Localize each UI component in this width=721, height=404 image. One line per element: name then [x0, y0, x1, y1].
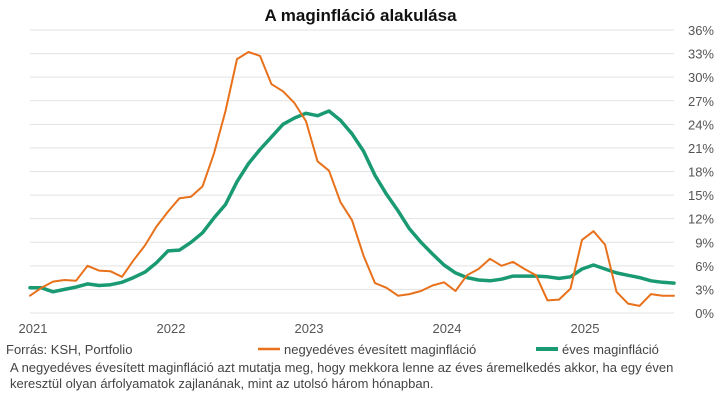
y-tick-label: 27% — [688, 94, 714, 109]
y-tick-label: 33% — [688, 47, 714, 62]
y-tick-label: 3% — [695, 282, 714, 297]
x-tick-label: 2023 — [295, 321, 324, 336]
series-line-eves — [28, 109, 676, 294]
x-axis-ticks: 2021 2022 2023 2024 2025 — [19, 321, 600, 336]
series-lines — [28, 51, 676, 307]
legend-label: negyedéves évesített maginfláció — [284, 342, 476, 357]
y-tick-label: 0% — [695, 306, 714, 321]
chart-title: A maginfláció alakulása — [264, 6, 457, 25]
y-tick-label: 24% — [688, 117, 714, 132]
y-tick-label: 21% — [688, 141, 714, 156]
x-tick-label: 2024 — [433, 321, 462, 336]
y-axis-ticks: 0% 3% 6% 9% 12% 15% 18% 21% 24% 27% 30% 33% 36% — [688, 23, 714, 321]
x-tick-label: 2025 — [571, 321, 600, 336]
source-note: Forrás: KSH, Portfolio — [6, 342, 133, 357]
x-tick-label: 2021 — [19, 321, 48, 336]
footnote: A negyedéves évesített maginfláció azt m… — [10, 360, 674, 391]
y-tick-label: 9% — [695, 235, 714, 250]
legend: negyedéves évesített maginfláció éves mag… — [258, 342, 659, 357]
series-line-negyedeves — [29, 51, 675, 307]
y-tick-label: 36% — [688, 23, 714, 38]
y-tick-label: 6% — [695, 259, 714, 274]
gridlines — [30, 29, 674, 314]
y-tick-label: 30% — [688, 70, 714, 85]
legend-label: éves maginfláció — [562, 342, 659, 357]
x-tick-label: 2022 — [157, 321, 186, 336]
y-tick-label: 15% — [688, 188, 714, 203]
y-tick-label: 12% — [688, 212, 714, 227]
y-tick-label: 18% — [688, 165, 714, 180]
